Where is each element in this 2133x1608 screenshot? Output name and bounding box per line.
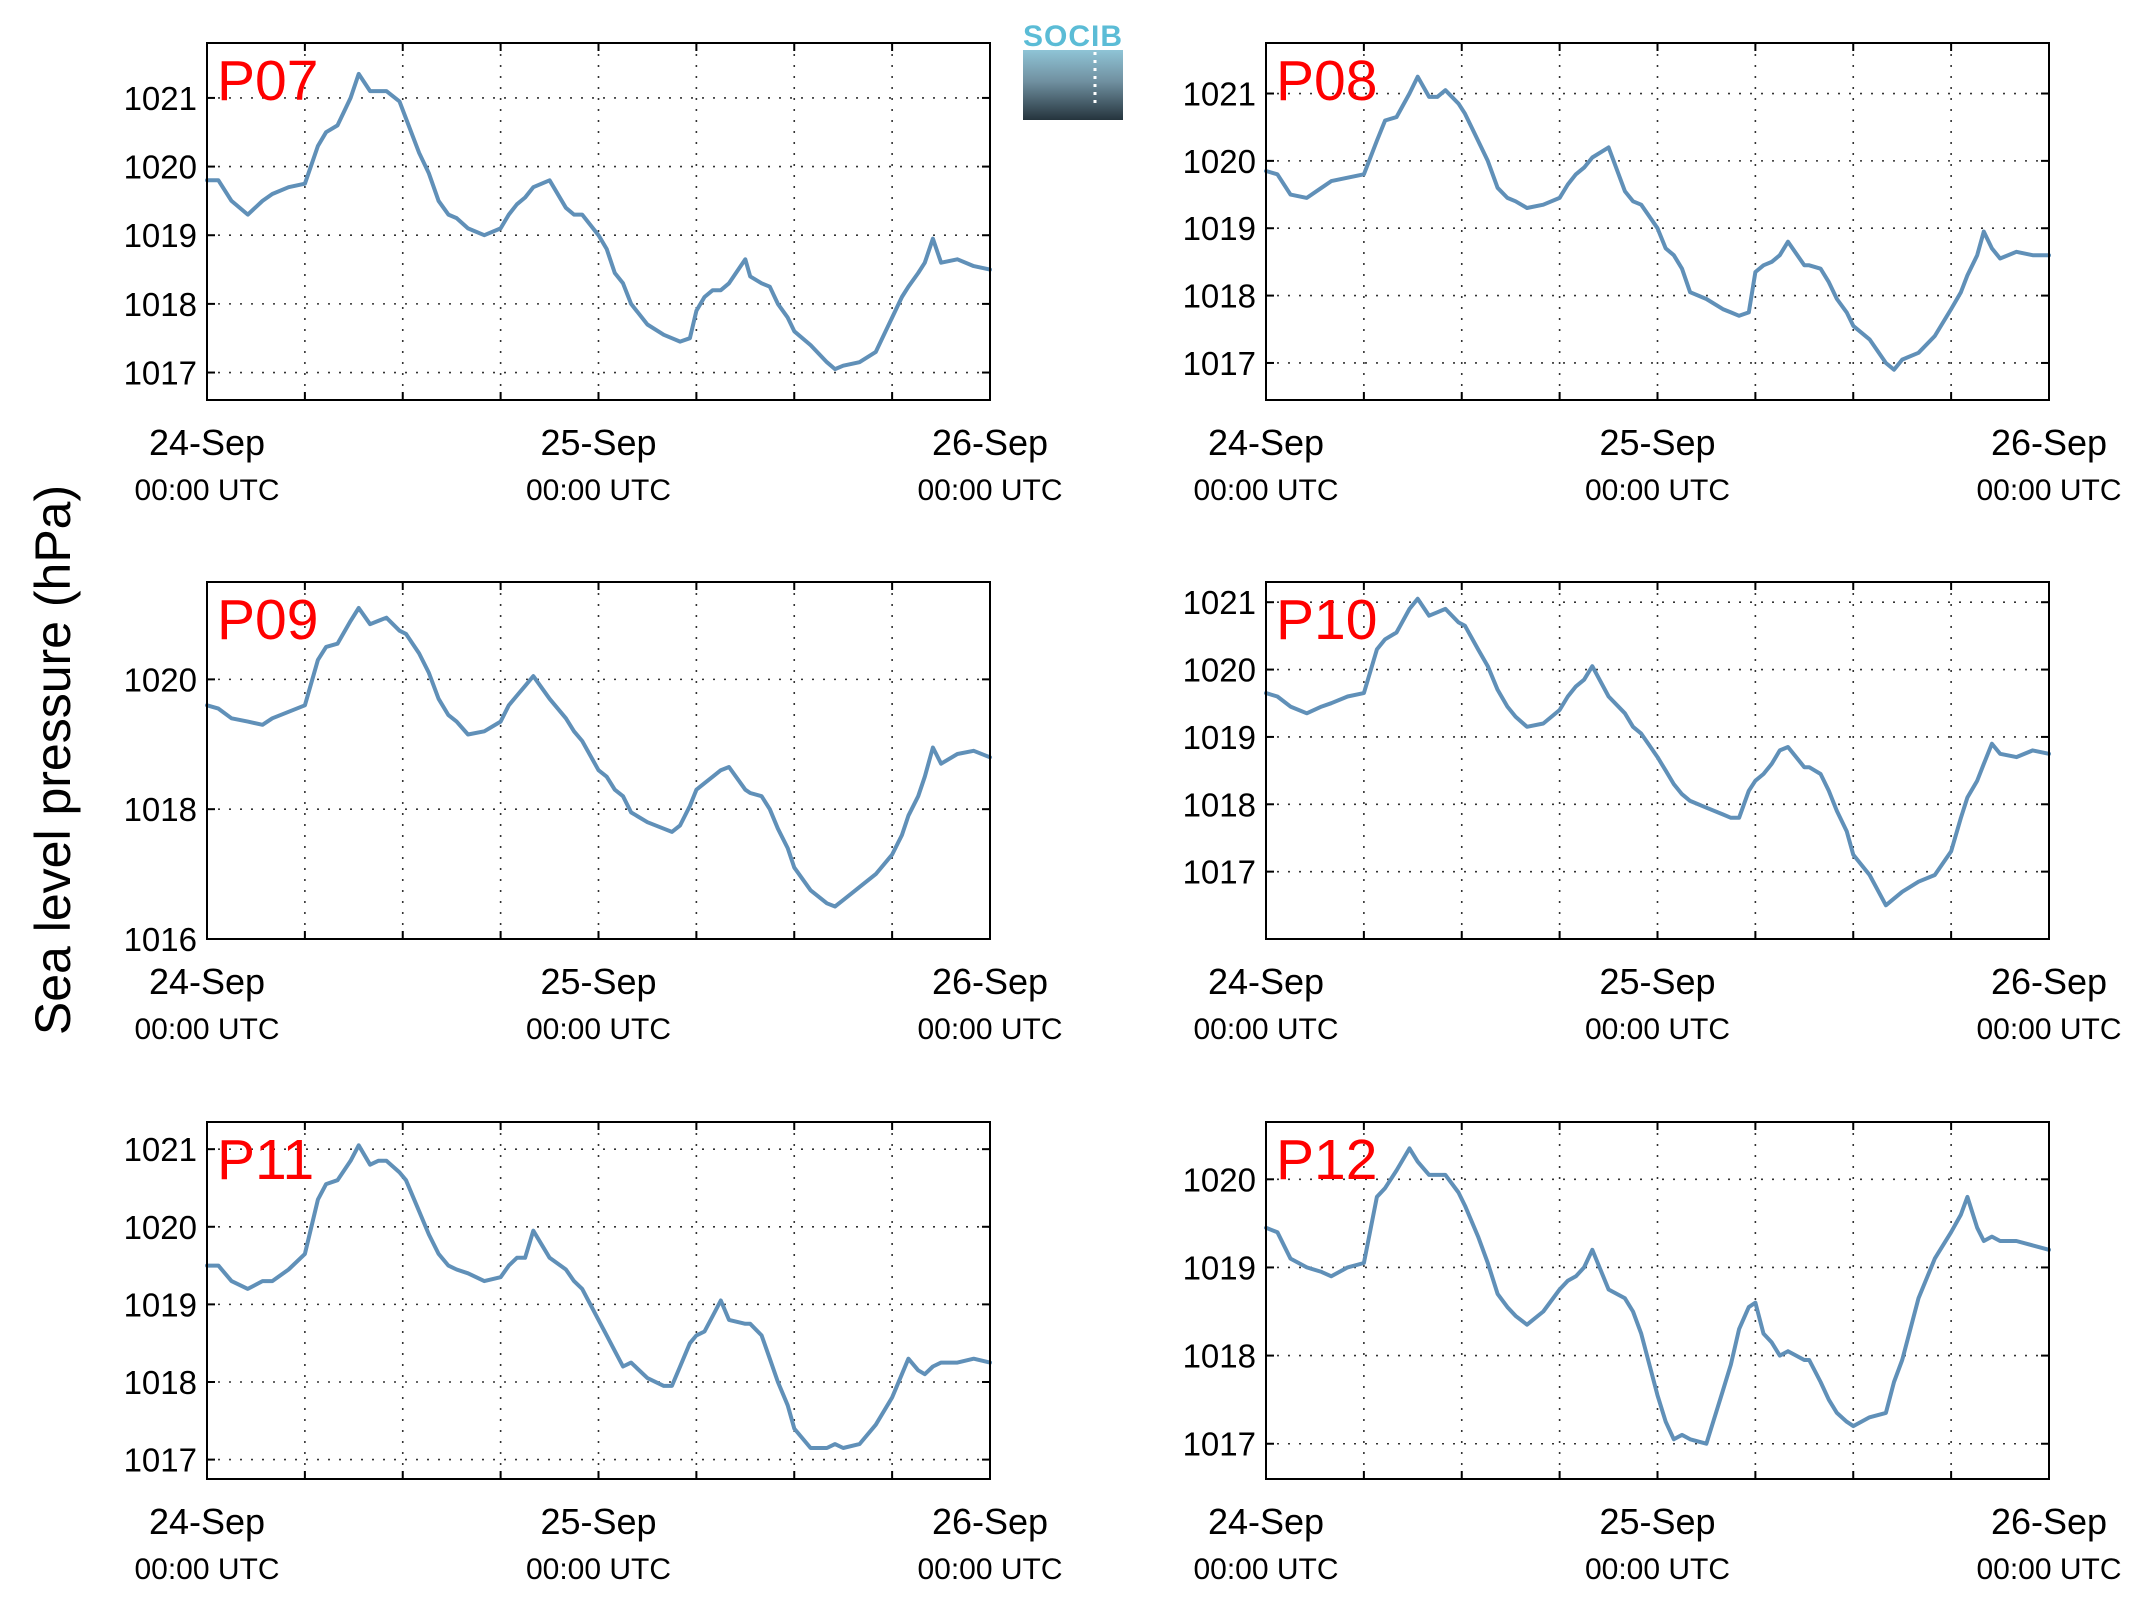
y-tick-label: 1020 (1183, 1161, 1256, 1198)
x-tick-label-date: 24-Sep (149, 1501, 265, 1542)
x-tick-label-time: 00:00 UTC (917, 474, 1062, 507)
y-tick-label: 1021 (1183, 584, 1256, 621)
plot-frame (1265, 42, 2050, 401)
x-tick-label-date: 25-Sep (1599, 1501, 1715, 1542)
y-tick-label: 1019 (124, 1286, 197, 1323)
x-tick-label-time: 00:00 UTC (526, 1553, 671, 1586)
x-tick-label-time: 00:00 UTC (134, 474, 279, 507)
y-tick-label: 1019 (1183, 210, 1256, 247)
y-tick-label: 1020 (1183, 143, 1256, 180)
x-tick-label-date: 25-Sep (540, 961, 656, 1002)
panel-p10: 1017 1018 1019 1020 1021 24-Sep 00:00 UTC 25-Se… (1183, 581, 2122, 1046)
y-tick-label: 1021 (124, 80, 197, 117)
x-tick-label-date: 24-Sep (1208, 1501, 1324, 1542)
panel-label: P08 (1276, 49, 1377, 113)
x-tick-label-time: 00:00 UTC (917, 1013, 1062, 1046)
series-line-p11 (205, 1143, 992, 1450)
y-tick-label: 1018 (1183, 786, 1256, 823)
y-axis-label: Sea level pressure (hPa) (25, 485, 81, 1035)
x-tick-label-time: 00:00 UTC (134, 1553, 279, 1586)
x-tick-label-time: 00:00 UTC (917, 1553, 1062, 1586)
series-line-p07 (205, 71, 992, 372)
x-tick-label-date: 26-Sep (932, 1501, 1048, 1542)
series-line-p12 (1264, 1146, 2051, 1446)
plot-frame (206, 581, 991, 940)
x-tick-label-time: 00:00 UTC (134, 1013, 279, 1046)
y-tick-label: 1018 (124, 286, 197, 323)
y-tick-label: 1017 (1183, 1426, 1256, 1463)
y-tick-label: 1018 (1183, 278, 1256, 315)
y-tick-label: 1018 (124, 791, 197, 828)
x-tick-label-date: 25-Sep (1599, 961, 1715, 1002)
series-line-p08 (1264, 74, 2051, 372)
x-tick-label-date: 26-Sep (932, 961, 1048, 1002)
x-tick-label-date: 26-Sep (1991, 961, 2107, 1002)
x-tick-label-date: 25-Sep (540, 422, 656, 463)
x-tick-label-date: 24-Sep (1208, 961, 1324, 1002)
y-tick-label: 1021 (124, 1131, 197, 1168)
y-tick-label: 1020 (124, 1209, 197, 1246)
plot-frame (1265, 581, 2050, 940)
series-line-p09 (205, 606, 992, 909)
x-tick-label-date: 25-Sep (1599, 422, 1715, 463)
y-tick-label: 1017 (1183, 345, 1256, 382)
x-tick-label-time: 00:00 UTC (526, 474, 671, 507)
panel-label: P07 (217, 49, 318, 113)
socib-logo-mark (1023, 50, 1123, 120)
y-tick-label: 1019 (124, 217, 197, 254)
panels: 1017 1018 1019 1020 1021 24-Sep 00:00 UTC 25-Se… (124, 42, 2122, 1586)
panel-p07: 1017 1018 1019 1020 1021 24-Sep 00:00 UTC 25-Se… (124, 42, 1063, 507)
x-tick-label-time: 00:00 UTC (1193, 474, 1338, 507)
y-tick-label: 1020 (124, 661, 197, 698)
plot-frame (206, 42, 991, 401)
x-tick-label-date: 26-Sep (1991, 422, 2107, 463)
x-tick-label-time: 00:00 UTC (1976, 474, 2121, 507)
panel-label: P12 (1276, 1128, 1377, 1192)
series-line-p10 (1264, 596, 2051, 908)
socib-logo-text: SOCIB (1023, 20, 1123, 53)
panel-p08: 1017 1018 1019 1020 1021 24-Sep 00:00 UTC 25-Se… (1183, 42, 2122, 507)
y-tick-label: 1018 (1183, 1338, 1256, 1375)
x-tick-label-date: 25-Sep (540, 1501, 656, 1542)
y-tick-label: 1017 (1183, 854, 1256, 891)
x-tick-label-time: 00:00 UTC (1976, 1553, 2121, 1586)
panel-p11: 1017 1018 1019 1020 1021 24-Sep 00:00 UTC 25-Se… (124, 1121, 1063, 1586)
panel-p09: 1016 1018 1020 24-Sep 00:00 UTC 25-Sep 00:00 U… (124, 581, 1063, 1046)
y-tick-label: 1017 (124, 1442, 197, 1479)
x-tick-label-time: 00:00 UTC (1585, 1553, 1730, 1586)
plot-frame (206, 1121, 991, 1480)
x-tick-label-time: 00:00 UTC (1193, 1013, 1338, 1046)
panel-label: P09 (217, 588, 318, 652)
y-tick-label: 1018 (124, 1364, 197, 1401)
x-tick-label-time: 00:00 UTC (526, 1013, 671, 1046)
panel-p12: 1017 1018 1019 1020 24-Sep 00:00 UTC 25-Sep 00:… (1183, 1121, 2122, 1586)
x-tick-label-time: 00:00 UTC (1193, 1553, 1338, 1586)
x-tick-label-date: 26-Sep (1991, 1501, 2107, 1542)
y-tick-label: 1020 (1183, 652, 1256, 689)
plot-frame (1265, 1121, 2050, 1480)
x-tick-label-time: 00:00 UTC (1976, 1013, 2121, 1046)
socib-logo: SOCIB (1023, 20, 1123, 120)
x-tick-label-time: 00:00 UTC (1585, 1013, 1730, 1046)
x-tick-label-date: 24-Sep (149, 961, 265, 1002)
y-tick-label: 1019 (1183, 719, 1256, 756)
y-tick-label: 1019 (1183, 1249, 1256, 1286)
y-tick-label: 1016 (124, 921, 197, 958)
y-tick-label: 1017 (124, 355, 197, 392)
y-tick-label: 1021 (1183, 76, 1256, 113)
x-tick-label-date: 26-Sep (932, 422, 1048, 463)
y-tick-label: 1020 (124, 149, 197, 186)
x-tick-label-date: 24-Sep (149, 422, 265, 463)
panel-label: P11 (217, 1128, 314, 1192)
x-tick-label-date: 24-Sep (1208, 422, 1324, 463)
panel-label: P10 (1276, 588, 1377, 652)
x-tick-label-time: 00:00 UTC (1585, 474, 1730, 507)
